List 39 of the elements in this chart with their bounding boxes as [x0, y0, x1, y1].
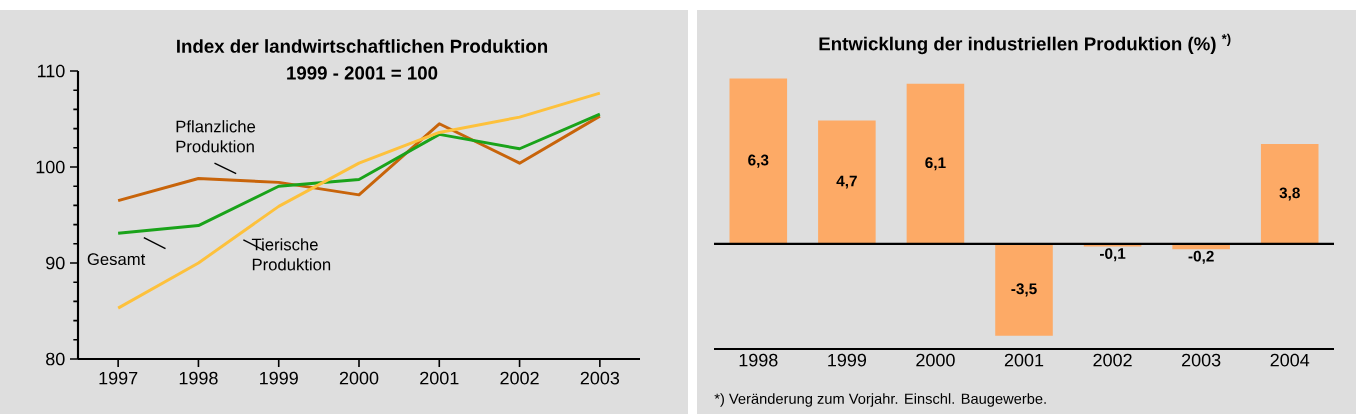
x-tick-label: 2003	[580, 371, 620, 385]
data-label: 3,8	[1279, 187, 1300, 201]
bar	[729, 78, 788, 244]
text: *) Veränderung zum Vorjahr. Einschl. Baugewerbe.	[714, 393, 1046, 407]
data-label: -3,5	[1011, 283, 1037, 297]
data-label: -0,1	[1099, 248, 1126, 262]
line-series	[116, 114, 602, 203]
x-tick-label: 2004	[1270, 353, 1310, 367]
data-label: 4,7	[836, 175, 857, 189]
x-tick-label: 2000	[339, 371, 379, 385]
x-tick-label: 1997	[99, 371, 138, 385]
x-tick-label: 2002	[1093, 353, 1132, 367]
bar	[906, 83, 965, 244]
data-label: 6,3	[748, 154, 769, 168]
data-label: 6,1	[925, 157, 946, 171]
chart-subtitle: 1999 - 2001 = 100	[287, 66, 438, 80]
x-tick-label: 2001	[420, 371, 459, 385]
x-tick-label: 1999	[260, 371, 298, 385]
x-tick-label: 1998	[739, 353, 778, 367]
y-tick-label: 90	[46, 256, 65, 270]
series-label: Tierische Produktion	[251, 238, 331, 271]
chart-title: Entwicklung der industriellen Produktion (%) $^{*)}$	[819, 33, 1231, 55]
chart-title: Index der landwirtschaftlichen Produktion	[177, 39, 548, 53]
data-label: -0,2	[1188, 250, 1214, 264]
x-tick-label: 2000	[916, 353, 955, 367]
x-tick-label: 1999	[828, 353, 867, 367]
y-tick-label: 100	[36, 160, 65, 174]
series-label: Pflanzliche Produktion	[176, 120, 256, 153]
series-label: Gesamt	[87, 253, 146, 266]
bar	[818, 120, 876, 244]
y-tick-label: 80	[46, 352, 65, 366]
x-tick-label: 2002	[500, 371, 539, 385]
bar	[1260, 144, 1319, 244]
x-tick-label: 2001	[1004, 353, 1044, 367]
x-tick-label: 1998	[179, 371, 218, 385]
bar	[995, 243, 1053, 336]
x-tick-label: 2003	[1182, 353, 1221, 367]
line-series	[116, 112, 602, 235]
y-tick-label: 110	[37, 64, 65, 78]
